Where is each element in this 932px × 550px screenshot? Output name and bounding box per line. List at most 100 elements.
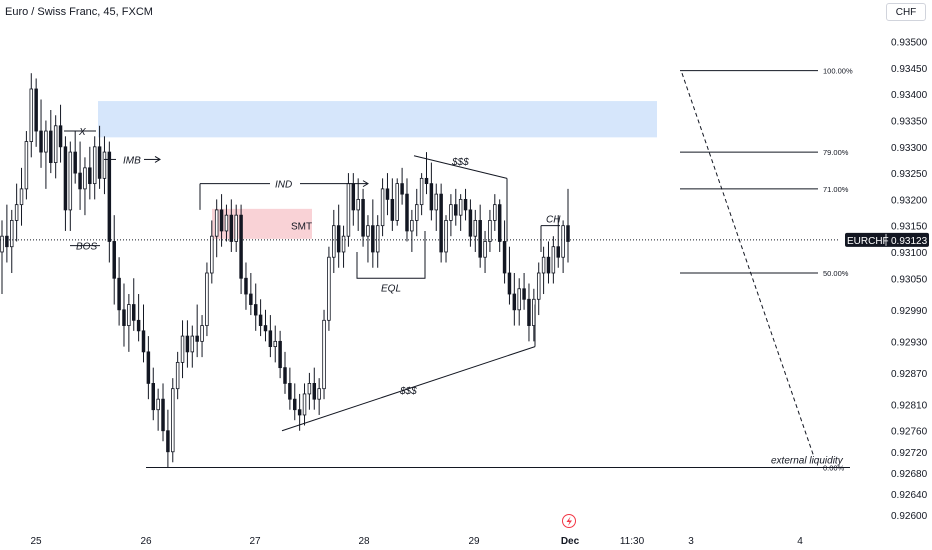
candle-down (400, 183, 404, 195)
candle-down (136, 319, 141, 332)
candle-down (112, 241, 116, 279)
price-tag-symbol: EURCHF (847, 236, 889, 247)
candle-up (307, 383, 312, 395)
candle-up (493, 204, 497, 221)
candle-down (5, 235, 9, 248)
candle-up (92, 146, 97, 185)
candle-up (83, 167, 87, 190)
candle-down (283, 367, 287, 384)
candle-up (180, 335, 185, 363)
candle-down (512, 293, 517, 311)
candle-down (229, 214, 234, 242)
candle-down (385, 188, 390, 200)
ch-label: CH (546, 215, 561, 226)
candle-down (39, 130, 43, 153)
price-tick-label: 0.92760 (891, 427, 928, 438)
candle-up (19, 188, 24, 206)
candle-up (414, 204, 419, 221)
candle-down (429, 183, 434, 211)
fibonacci-tool[interactable]: 100.00%79.00%71.00%50.00%0.00% (680, 67, 853, 473)
candle-up (302, 393, 307, 416)
candle-up (24, 141, 29, 190)
candle-down (527, 298, 531, 326)
candle-up (156, 398, 160, 411)
candle-down (166, 430, 170, 453)
candle-down (146, 351, 151, 384)
candle-up (327, 256, 331, 321)
liquidity-top-label: $$$ (451, 157, 469, 168)
eql-bracket[interactable] (356, 230, 426, 279)
candle-up (517, 288, 521, 311)
candle-up (14, 204, 19, 221)
candle-down (161, 398, 165, 432)
price-tick-label: 0.93100 (891, 248, 928, 259)
candle-up (205, 272, 209, 326)
candle-down (336, 225, 341, 253)
candle-down (34, 88, 38, 132)
price-tick-label: 0.92870 (891, 369, 928, 380)
chart-drawings[interactable]: X IMB BOS IND SMT EQL $$$ $$$ CH external liquidi… (0, 127, 850, 469)
candle-up (332, 225, 336, 258)
candle-down (253, 304, 258, 316)
candle-up (488, 220, 492, 242)
candle-down (424, 177, 429, 185)
chart-zones (98, 101, 657, 239)
candle-down (49, 130, 53, 163)
candle-up (473, 220, 478, 237)
candle-up (536, 272, 541, 300)
candle-up (53, 125, 58, 163)
ind-label: IND (275, 180, 292, 191)
liquidity-bottom-line[interactable] (281, 346, 536, 432)
candle-up (214, 209, 219, 237)
candle-up (366, 225, 370, 237)
ind-arrow-head (362, 180, 369, 188)
smt-label: SMT (291, 222, 312, 233)
time-tick-label: 4 (797, 536, 803, 547)
candle-up (419, 177, 424, 206)
candle-down (117, 277, 121, 311)
candle-down (468, 209, 473, 237)
candle-down (107, 151, 112, 242)
candle-up (10, 220, 14, 248)
candle-up (551, 246, 556, 274)
candle-up (171, 388, 175, 453)
candle-down (507, 272, 512, 295)
price-tag[interactable] (845, 232, 929, 247)
fib-level-label: 79.00% (823, 148, 849, 157)
candle-up (317, 388, 321, 400)
candle-up (175, 361, 180, 390)
currency-button[interactable]: CHF (886, 3, 926, 21)
time-tick-label: 3 (688, 536, 694, 547)
candle-down (249, 293, 253, 305)
time-tick-label: 11:30 (620, 536, 645, 547)
time-tick-label: 25 (30, 536, 42, 547)
candle-up (224, 214, 229, 232)
price-tick-label: 0.92810 (891, 400, 928, 411)
candle-down (312, 383, 317, 400)
candle-down (497, 204, 502, 242)
candle-up (395, 183, 399, 221)
candle-down (522, 288, 526, 300)
candle-up (375, 225, 380, 253)
candle-up (410, 220, 414, 232)
candle-up (322, 319, 326, 390)
candle-down (151, 383, 156, 411)
price-axis[interactable]: 0.93500 0.93450 0.93400 0.93350 0.93300 0.932… (845, 38, 929, 522)
candle-up (541, 256, 546, 274)
candle-up (210, 235, 214, 274)
candle-up (0, 235, 4, 253)
price-tick-label: 0.92720 (891, 448, 928, 459)
smt-zone (212, 208, 312, 239)
price-tick-label: 0.93050 (891, 274, 928, 285)
time-axis[interactable]: 25 26 27 28 29 Dec 11:30 3 4 (30, 514, 803, 548)
candle-up (127, 304, 131, 326)
candle-down (195, 335, 199, 342)
price-tick-label: 0.93200 (891, 195, 928, 206)
symbol-title: Euro / Swiss Franc, 45, FXCM (5, 6, 153, 18)
liquidity-top-line[interactable] (413, 155, 508, 179)
candle-down (351, 183, 356, 211)
time-tick-label: 29 (468, 536, 480, 547)
x-label: X (78, 127, 86, 138)
fib-trend-line[interactable] (681, 73, 815, 458)
